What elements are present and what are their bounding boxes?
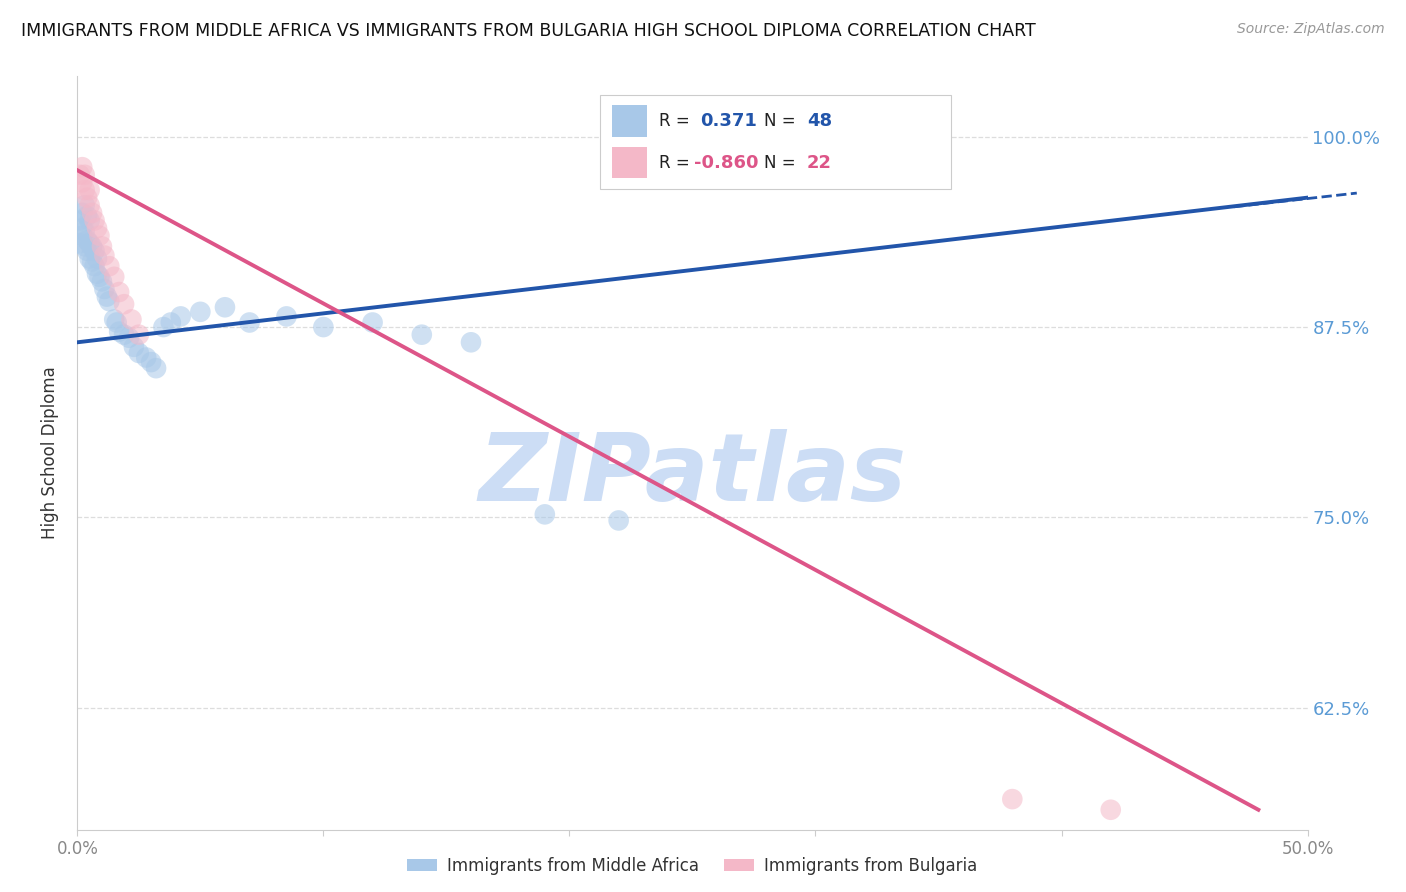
Point — [73, 183, 96, 197]
Point — [607, 513, 630, 527]
Point — [70, 160, 93, 174]
Point — [73, 224, 96, 238]
Text: 0.371: 0.371 — [700, 112, 756, 130]
Point — [69, 168, 91, 182]
Point — [103, 269, 125, 284]
Bar — [600, 95, 950, 189]
Point — [70, 206, 93, 220]
Point — [93, 282, 115, 296]
Point — [361, 316, 384, 330]
Text: IMMIGRANTS FROM MIDDLE AFRICA VS IMMIGRANTS FROM BULGARIA HIGH SCHOOL DIPLOMA CO: IMMIGRANTS FROM MIDDLE AFRICA VS IMMIGRA… — [21, 22, 1036, 40]
Point — [118, 331, 141, 345]
Point — [112, 297, 135, 311]
Point — [73, 168, 96, 182]
Point — [1099, 803, 1122, 817]
Legend: Immigrants from Middle Africa, Immigrants from Bulgaria: Immigrants from Middle Africa, Immigrant… — [401, 850, 984, 881]
Point — [79, 183, 101, 197]
Point — [89, 269, 111, 284]
Point — [108, 325, 131, 339]
Point — [73, 198, 96, 212]
Point — [83, 213, 105, 227]
Bar — [613, 146, 647, 178]
Point — [160, 316, 183, 330]
Point — [152, 320, 174, 334]
Point — [96, 290, 118, 304]
Point — [108, 285, 131, 299]
Point — [76, 233, 98, 247]
Point — [70, 228, 93, 243]
Point — [83, 244, 105, 258]
Point — [214, 300, 236, 314]
Point — [76, 244, 98, 258]
Point — [411, 327, 433, 342]
Point — [86, 267, 108, 281]
Text: 48: 48 — [807, 112, 832, 130]
Text: ZIPatlas: ZIPatlas — [478, 429, 907, 521]
Text: Source: ZipAtlas.com: Source: ZipAtlas.com — [1237, 22, 1385, 37]
Point — [70, 175, 93, 189]
Text: R =: R = — [659, 153, 695, 171]
Point — [112, 327, 135, 342]
Point — [135, 351, 157, 365]
Point — [103, 312, 125, 326]
Point — [105, 316, 128, 330]
Point — [534, 508, 557, 522]
Point — [1001, 792, 1024, 806]
Point — [83, 259, 105, 273]
Point — [460, 335, 482, 350]
Point — [86, 252, 108, 266]
Point — [141, 355, 163, 369]
Point — [93, 248, 115, 262]
Point — [128, 346, 150, 360]
Text: R =: R = — [659, 112, 695, 130]
Point — [82, 206, 104, 220]
Point — [82, 254, 104, 268]
Point — [145, 361, 167, 376]
Point — [276, 310, 298, 324]
Point — [170, 310, 193, 324]
Bar — [613, 105, 647, 136]
Point — [98, 259, 121, 273]
Text: N =: N = — [763, 112, 800, 130]
Point — [122, 340, 145, 354]
Y-axis label: High School Diploma: High School Diploma — [41, 367, 59, 539]
Point — [73, 239, 96, 253]
Point — [89, 228, 111, 243]
Point — [70, 221, 93, 235]
Point — [79, 252, 101, 266]
Text: -0.860: -0.860 — [693, 153, 758, 171]
Point — [239, 316, 262, 330]
Point — [121, 312, 143, 326]
Text: N =: N = — [763, 153, 800, 171]
Point — [188, 305, 212, 319]
Point — [79, 236, 101, 251]
Point — [79, 198, 101, 212]
Text: 22: 22 — [807, 153, 832, 171]
Point — [69, 236, 91, 251]
Point — [86, 221, 108, 235]
Point — [312, 320, 335, 334]
Point — [79, 213, 101, 227]
Point — [82, 239, 104, 253]
Point — [98, 294, 121, 309]
Point — [69, 213, 91, 227]
Point — [76, 191, 98, 205]
Point — [76, 209, 98, 223]
Point — [90, 239, 114, 253]
Point — [90, 274, 114, 288]
Point — [128, 327, 150, 342]
